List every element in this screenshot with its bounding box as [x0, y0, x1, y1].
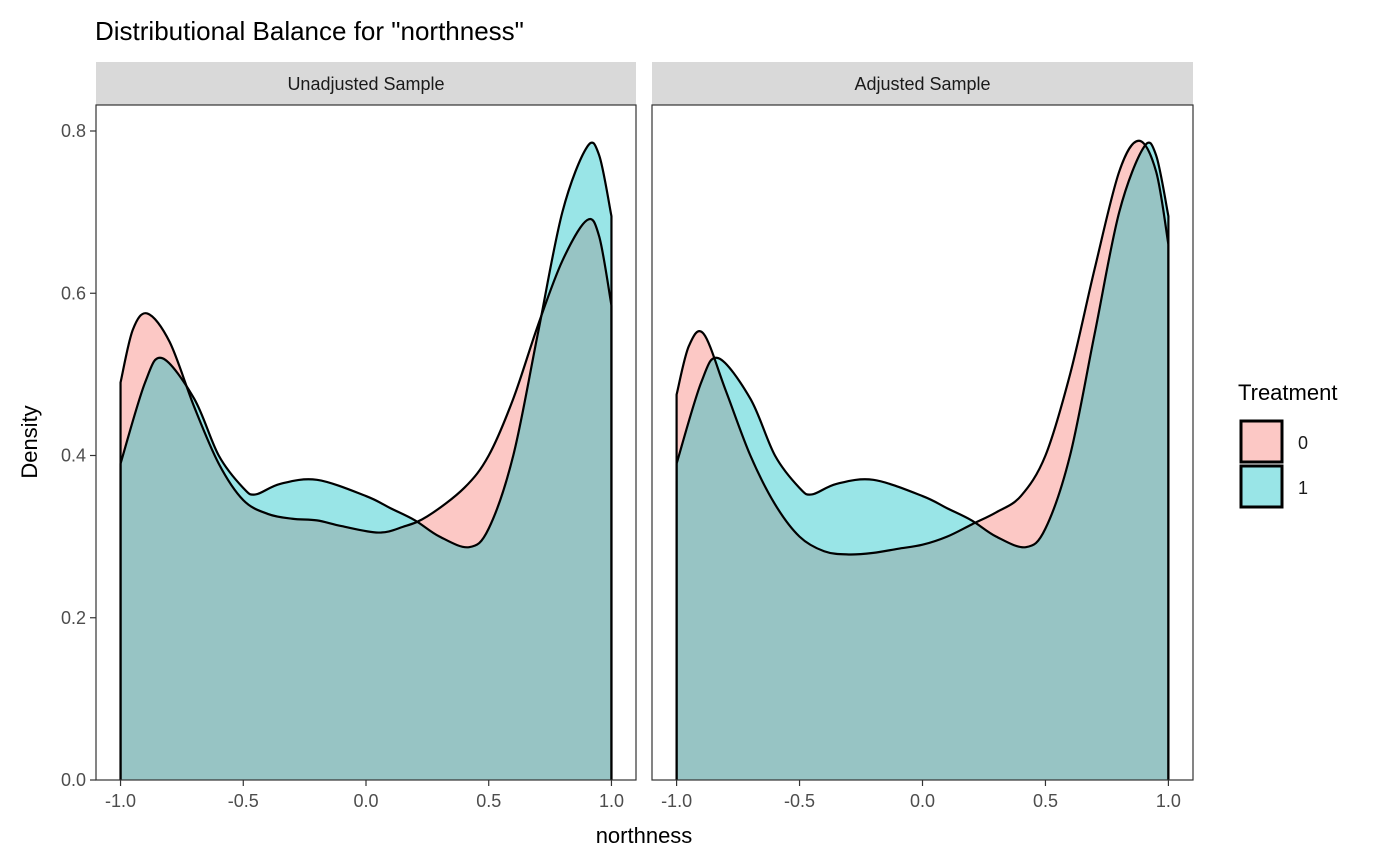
y-tick-label: 0.6 [61, 283, 86, 303]
x-tick-label: -0.5 [784, 791, 815, 811]
legend-label-0: 0 [1298, 433, 1308, 453]
legend-key-bg [1240, 420, 1283, 463]
facet-label: Adjusted Sample [854, 74, 990, 94]
chart-title: Distributional Balance for "northness" [95, 16, 524, 46]
panel-1: Unadjusted Sample -1.0 -0.5 0.0 0.5 1.0 0.0 0.2… [61, 62, 637, 811]
legend-key-0 [1239, 419, 1284, 464]
facet-strip [96, 62, 636, 105]
y-axis-label: Density [17, 405, 42, 478]
x-tick-label: 1.0 [1156, 791, 1181, 811]
panel-2: Adjusted Sample -1.0 -0.5 0.0 0.5 1.0 [651, 62, 1194, 811]
facet-label: Unadjusted Sample [287, 74, 444, 94]
legend: Treatment 0 1 [1238, 380, 1337, 509]
density-area-group-1 [676, 142, 1169, 780]
x-tick-label: 0.5 [476, 791, 501, 811]
legend-key-bg [1240, 465, 1283, 508]
density-area-group-1 [120, 142, 612, 780]
density-line-group-1 [119, 141, 613, 780]
legend-label-1: 1 [1298, 478, 1308, 498]
facet-strip [652, 62, 1193, 105]
density-line-group-0 [675, 139, 1170, 780]
x-axis-label: northness [596, 823, 693, 848]
legend-key-1 [1239, 464, 1284, 509]
x-tick-label: 0.5 [1033, 791, 1058, 811]
x-tick-label: -1.0 [661, 791, 692, 811]
x-tick-label: -0.5 [228, 791, 259, 811]
y-tick-label: 0.4 [61, 446, 86, 466]
legend-title: Treatment [1238, 380, 1337, 405]
density-area-group-0 [120, 219, 612, 780]
density-line-group-1 [675, 141, 1170, 780]
x-tick-label: 0.0 [353, 791, 378, 811]
x-tick-label: 1.0 [599, 791, 624, 811]
x-tick-label: -1.0 [105, 791, 136, 811]
density-line-group-0 [119, 217, 613, 780]
x-tick-label: 0.0 [910, 791, 935, 811]
density-area-group-0 [676, 140, 1169, 781]
y-tick-label: 0.8 [61, 121, 86, 141]
y-tick-label: 0.2 [61, 608, 86, 628]
y-tick-label: 0.0 [61, 770, 86, 790]
